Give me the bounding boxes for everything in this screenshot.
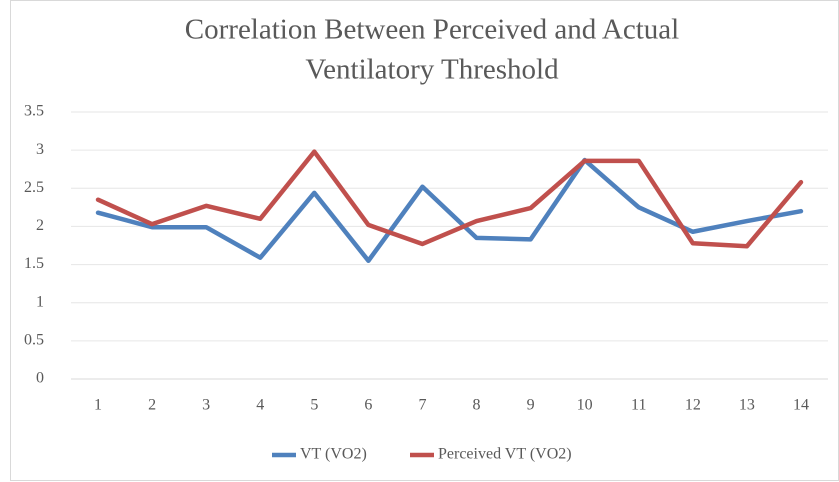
x-tick-label: 4 [256,397,264,414]
x-tick-label: 5 [310,397,318,414]
y-tick-label: 0 [36,370,44,387]
x-tick-label: 14 [793,397,809,414]
legend-label: Perceived VT (VO2) [438,446,572,463]
x-tick-label: 8 [473,397,481,414]
x-tick-label: 2 [148,397,156,414]
chart-title: Ventilatory Threshold [305,54,559,86]
x-tick-label: 10 [577,397,593,414]
y-tick-label: 2 [36,217,44,234]
y-tick-label: 3 [36,141,44,158]
x-tick-label: 7 [418,397,426,414]
y-tick-label: 1 [36,293,44,310]
y-tick-label: 0.5 [24,332,44,349]
legend-label: VT (VO2) [300,446,367,463]
x-tick-label: 3 [202,397,210,414]
x-tick-label: 1 [94,397,102,414]
y-tick-label: 3.5 [24,103,44,120]
x-tick-label: 9 [527,397,535,414]
x-tick-label: 11 [631,397,646,414]
x-tick-label: 12 [685,397,701,414]
x-tick-label: 13 [739,397,755,414]
chart-title: Correlation Between Perceived and Actual [185,14,679,46]
chart-border [10,0,839,481]
series-line [95,149,804,249]
y-tick-label: 1.5 [24,255,44,272]
y-tick-label: 2.5 [24,179,44,196]
x-tick-label: 6 [364,397,372,414]
